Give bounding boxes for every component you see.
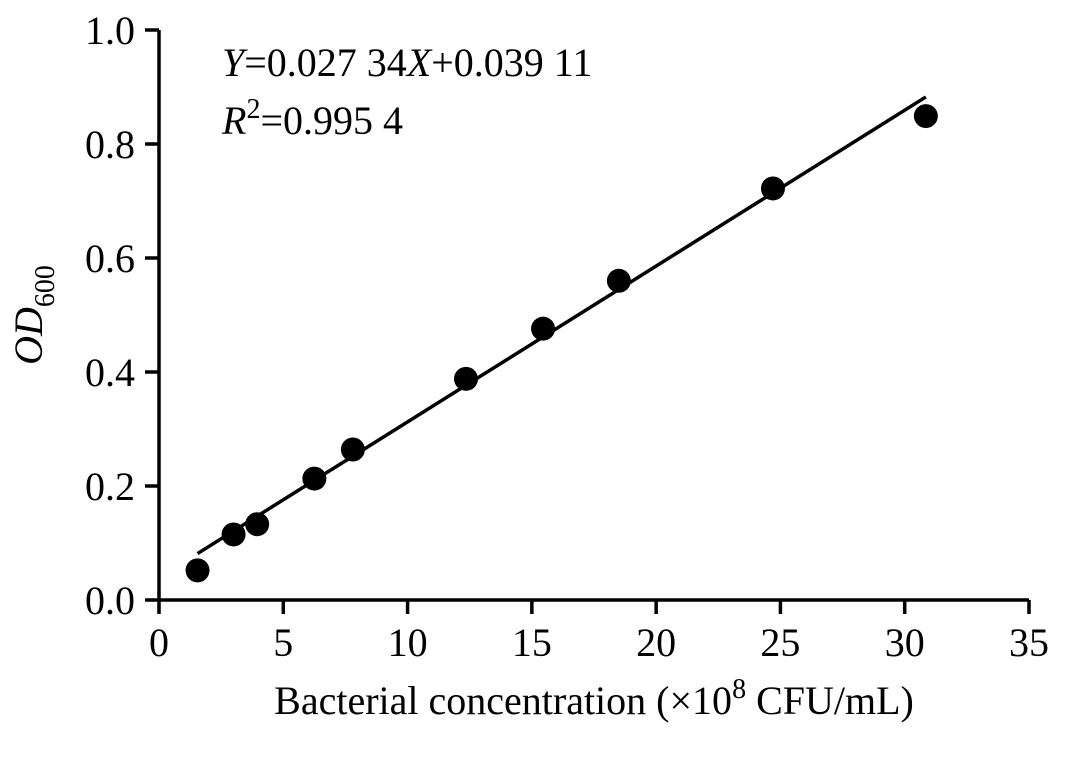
- y-axis-label: OD600: [6, 265, 61, 365]
- x-tick-label: 10: [388, 620, 428, 665]
- x-axis-label: Bacterial concentration (×108 CFU/mL): [274, 674, 914, 723]
- data-point: [186, 558, 210, 582]
- y-tick-label: 0.8: [85, 122, 135, 167]
- x-tick-label: 20: [636, 620, 676, 665]
- x-tick-label: 25: [760, 620, 800, 665]
- x-tick-label: 35: [1009, 620, 1049, 665]
- x-tick-label: 0: [149, 620, 169, 665]
- data-point: [245, 512, 269, 536]
- data-point: [914, 104, 938, 128]
- data-point: [607, 269, 631, 293]
- chart-container: 0 5 10 15 20 25 30 35 0.0 0.2 0.4 0.6 0.8 1.0 Bacteria…: [0, 0, 1080, 759]
- x-tick-label: 5: [273, 620, 293, 665]
- y-tick-label: 0.6: [85, 236, 135, 281]
- x-tick-label: 30: [885, 620, 925, 665]
- data-point: [454, 367, 478, 391]
- data-point: [761, 176, 785, 200]
- data-point: [341, 438, 365, 462]
- y-tick-label: 0.4: [85, 350, 135, 395]
- y-tick-label: 0.2: [85, 464, 135, 509]
- data-point: [302, 467, 326, 491]
- equation-line-2: R2=0.995 4: [221, 94, 403, 143]
- y-tick-label: 1.0: [85, 8, 135, 53]
- y-tick-label: 0.0: [85, 578, 135, 623]
- scatter-chart: 0 5 10 15 20 25 30 35 0.0 0.2 0.4 0.6 0.8 1.0 Bacteria…: [0, 0, 1080, 759]
- data-point: [531, 317, 555, 341]
- data-point: [222, 522, 246, 546]
- equation-line-1: Y=0.027 34X+0.039 11: [222, 40, 592, 85]
- x-tick-label: 15: [512, 620, 552, 665]
